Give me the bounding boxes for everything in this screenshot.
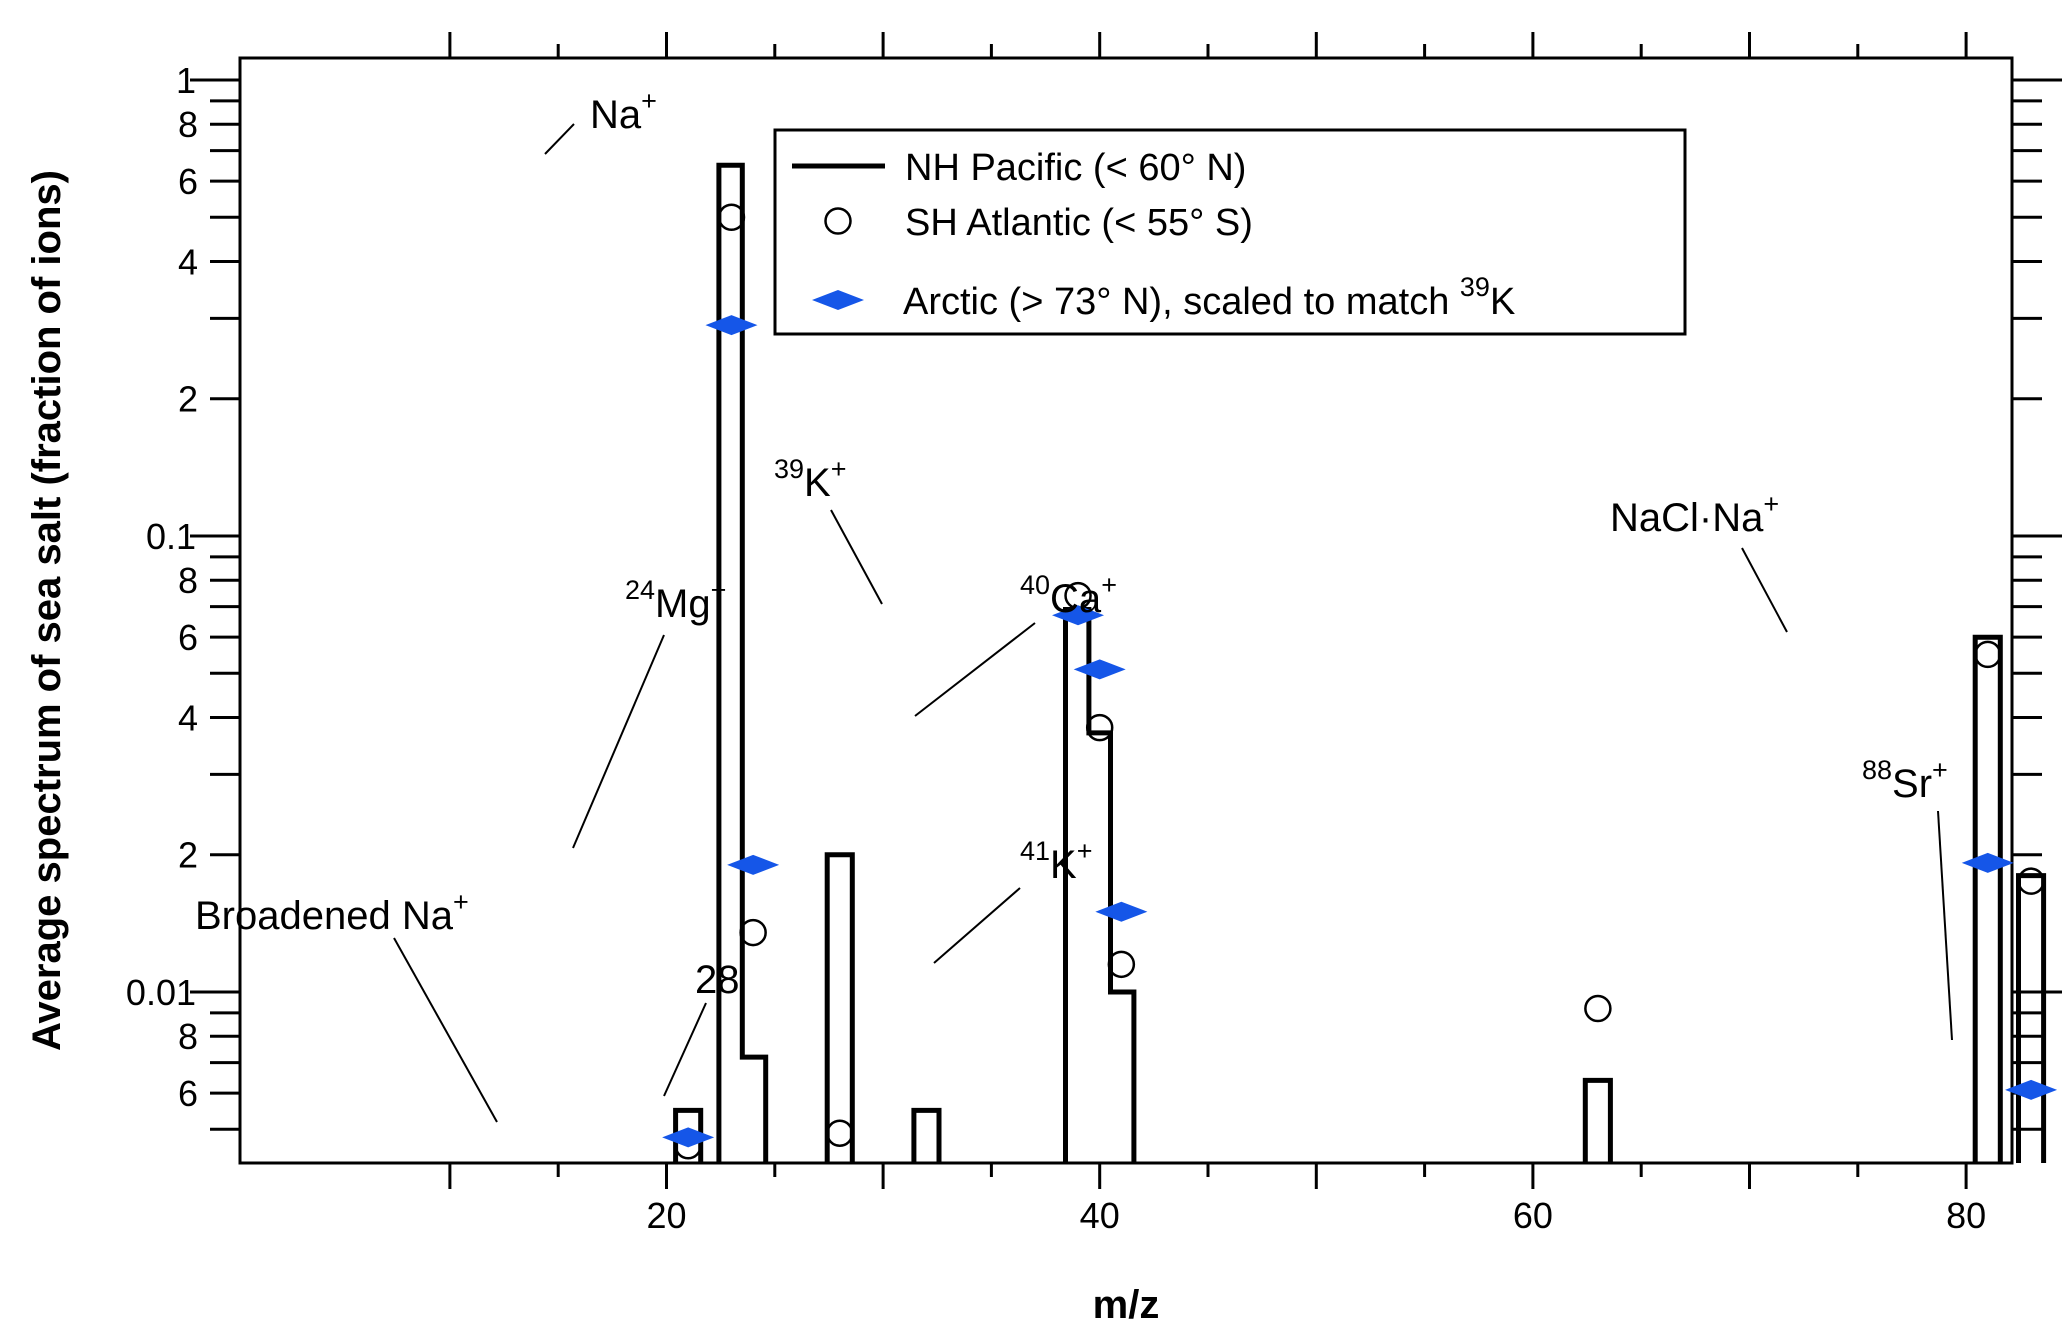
x-tick-label: 40: [1080, 1195, 1120, 1236]
annotation-isotope: 24: [625, 575, 655, 605]
x-axis-title: m/z: [1093, 1283, 1160, 1327]
y-minor-tick-label: 6: [178, 161, 198, 202]
arctic-point: [2005, 1079, 2058, 1100]
legend-label-arctic: Arctic (> 73° N), scaled to match 39K: [903, 272, 1515, 323]
legend-label-arctic-isotope: 39: [1460, 272, 1490, 302]
arctic-point: [1095, 901, 1148, 922]
arctic-point: [727, 854, 780, 875]
pacific-bar: [911, 1107, 942, 1163]
annotation-charge: +: [1101, 570, 1117, 600]
annotation-isotope: 40: [1020, 570, 1050, 600]
annotation-species: Ca: [1050, 577, 1102, 621]
y-minor-tick-label: 4: [178, 241, 198, 282]
atlantic-point: [1974, 640, 2002, 669]
annotation-k39: 39K+: [774, 454, 847, 505]
y-minor-tick-label: 8: [178, 104, 198, 145]
x-tick-label: 20: [646, 1195, 686, 1236]
annotation-charge: +: [831, 454, 847, 484]
atlantic-point: [826, 1119, 854, 1148]
annotation-charge: +: [711, 575, 727, 605]
annotation-species: Broadened Na: [195, 894, 454, 938]
annotation-leader-line: [1937, 810, 1953, 1041]
annotation-isotope: 41: [1020, 836, 1050, 866]
annotation-species: 28: [695, 958, 740, 1002]
pacific-bar: [1972, 634, 2003, 1163]
legend-diamond-swatch: [812, 290, 864, 310]
annotation-species: NaCl·Na: [1610, 496, 1764, 540]
annotation-leader-line: [1741, 547, 1788, 633]
pacific-bar: [2016, 873, 2047, 1163]
annotation-leader-line: [544, 123, 575, 155]
atlantic-point: [1085, 713, 1114, 742]
y-major-tick-label: 0.1: [146, 516, 196, 557]
legend-label-arctic-text: Arctic (> 73° N), scaled to match: [903, 281, 1460, 323]
annotation-mg24: 24Mg+: [625, 575, 726, 626]
arctic-point: [1052, 605, 1105, 626]
legend-box: [773, 128, 1687, 336]
y-major-tick-label: 1: [176, 60, 196, 101]
annotation-species: Mg: [655, 582, 711, 626]
y-minor-tick-label: 2: [178, 379, 198, 420]
legend-label-atlantic: SH Atlantic (< 55° S): [905, 202, 1253, 244]
annotation-species: K: [804, 461, 831, 505]
annotation-charge: +: [641, 86, 657, 116]
annotation-leader-line: [914, 622, 1036, 717]
annotation-isotope: 39: [774, 454, 804, 484]
atlantic-point: [1107, 950, 1136, 979]
annotation-charge: +: [1763, 489, 1779, 519]
annotation-leader-line: [393, 937, 498, 1123]
annotation-nacl: NaCl·Na+: [1610, 489, 1779, 540]
annotation-leader-line: [933, 887, 1021, 964]
x-tick-label: 80: [1946, 1195, 1986, 1236]
atlantic-point: [739, 918, 767, 947]
y-minor-tick-label: 6: [178, 1073, 198, 1114]
annotation-leader-line: [830, 509, 883, 605]
annotation-species: Sr: [1892, 762, 1932, 806]
y-minor-tick-label: 8: [178, 1016, 198, 1057]
annotation-sr88: 88Sr+: [1862, 755, 1948, 806]
annotation-charge: +: [1077, 836, 1093, 866]
atlantic-point: [1584, 994, 1612, 1023]
y-minor-tick-label: 2: [178, 835, 198, 876]
y-minor-tick-label: 6: [178, 617, 198, 658]
annotation-leader-line: [663, 1002, 707, 1097]
annotation-species: K: [1050, 843, 1077, 887]
pacific-bar: [1582, 1077, 1613, 1163]
atlantic-point: [717, 203, 746, 232]
atlantic-point: [2017, 867, 2045, 895]
arctic-point: [705, 315, 758, 336]
annotation-charge: +: [1932, 755, 1948, 785]
arctic-point: [1961, 852, 2014, 873]
annotation-isotope: 88: [1862, 755, 1892, 785]
annotation-broad: Broadened Na+: [195, 887, 469, 938]
arctic-point: [662, 1127, 715, 1148]
annotation-charge: +: [453, 887, 469, 917]
annotation-leader-line: [572, 634, 665, 849]
y-major-tick-label: 0.01: [126, 972, 196, 1013]
plot-frame: [238, 56, 2014, 1165]
annotation-m28: 28: [695, 958, 740, 1002]
legend-label-arctic-element: K: [1490, 281, 1515, 323]
annotation-na: Na+: [590, 86, 657, 137]
pacific-bar: [716, 162, 769, 1163]
annotation-k41: 41K+: [1020, 836, 1093, 887]
pacific-bar: [824, 852, 855, 1163]
y-axis-title: Average spectrum of sea salt (fraction o…: [25, 170, 69, 1051]
y-minor-tick-label: 4: [178, 697, 198, 738]
arctic-point: [1073, 659, 1126, 680]
x-tick-label: 60: [1513, 1195, 1553, 1236]
legend-circle-swatch: [824, 207, 852, 235]
annotation-ca40: 40Ca+: [1020, 570, 1117, 621]
legend-label-pacific: NH Pacific (< 60° N): [905, 147, 1246, 189]
y-minor-tick-label: 8: [178, 560, 198, 601]
annotation-species: Na: [590, 93, 642, 137]
